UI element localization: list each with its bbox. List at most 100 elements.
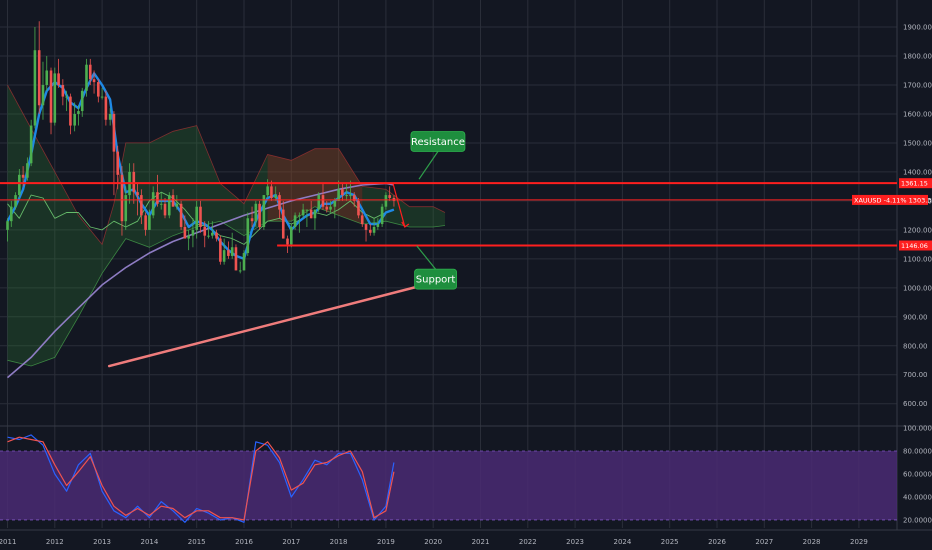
x-tick-label: 2013 [93, 538, 111, 546]
candle-body [73, 113, 76, 126]
candle-body [112, 113, 116, 152]
cloud-fill-bearish [267, 148, 363, 225]
candle-body [29, 125, 33, 164]
y-tick-label: 1100.00 [903, 255, 932, 263]
candle-body [6, 221, 9, 230]
x-tick-label: 2023 [566, 538, 584, 546]
candle-body [195, 206, 198, 230]
candle-body [124, 195, 128, 222]
candle-body [191, 229, 195, 236]
candle-body [167, 195, 171, 216]
candle-body [37, 50, 41, 106]
candle-body [199, 206, 202, 227]
candle-body [349, 195, 352, 197]
candle-body [18, 174, 21, 196]
candle-body [313, 209, 317, 219]
x-tick-label: 2024 [613, 538, 631, 546]
candle-body [234, 247, 238, 271]
candle-body [187, 235, 190, 239]
candle-body [254, 203, 258, 222]
candle-body [88, 64, 92, 80]
candle-body [266, 186, 269, 196]
candle-body [250, 218, 254, 222]
candle-body [298, 215, 301, 217]
forecast-arrow [392, 183, 406, 228]
candle-body [325, 206, 329, 210]
y-tick-label: 700.00 [903, 371, 928, 379]
x-tick-label: 2011 [0, 538, 16, 546]
candle-body [333, 200, 337, 207]
candle-body [329, 206, 332, 210]
candle-body [274, 195, 277, 198]
x-tick-label: 2019 [377, 538, 395, 546]
candle-body [360, 215, 364, 225]
candle-body [151, 192, 155, 216]
candle-body [108, 113, 112, 120]
callout-box [414, 268, 457, 290]
candle-body [207, 235, 210, 237]
forecast-arrow-head [401, 221, 410, 228]
callout-pointer [418, 151, 439, 180]
candle-body [219, 238, 222, 262]
candle-body [345, 195, 348, 197]
callout-box [410, 131, 466, 152]
callout-pointer [416, 245, 437, 270]
y-tick-label: 1800.00 [903, 53, 932, 61]
candle-body [305, 209, 309, 211]
x-tick-label: 2028 [803, 538, 821, 546]
x-tick-label: 2020 [424, 538, 442, 546]
candle-body [215, 232, 218, 239]
candle-body [85, 64, 88, 91]
callout-label: Support [416, 275, 456, 286]
candle-body [372, 226, 376, 233]
candle-body [293, 215, 297, 227]
y-tick-label: 1000.00 [903, 284, 932, 292]
candle-body [148, 215, 151, 230]
candle-body [100, 96, 104, 98]
candle-body [49, 70, 53, 123]
candle-body [33, 50, 37, 126]
candle-body [321, 195, 325, 207]
candle-body [45, 70, 49, 85]
oscillator-tick-label: 80.0000 [903, 447, 932, 455]
x-tick-label: 2029 [850, 538, 868, 546]
candle-body [364, 224, 368, 230]
x-tick-label: 2015 [188, 538, 206, 546]
price-tag-label: 1361.15 [901, 180, 928, 188]
x-tick-label: 2012 [46, 538, 64, 546]
candle-body [301, 209, 305, 216]
x-tick-label: 2027 [755, 538, 773, 546]
candle-body [156, 192, 159, 204]
y-tick-label: 900.00 [903, 313, 928, 321]
candle-body [120, 174, 124, 222]
candle-body [171, 195, 175, 207]
candle-body [341, 189, 344, 196]
oscillator-band [0, 450, 897, 520]
candle-body [144, 215, 147, 230]
y-tick-label: 1700.00 [903, 81, 932, 89]
candle-body [21, 174, 25, 178]
y-tick-label: 1900.00 [903, 24, 932, 32]
candle-body [97, 82, 100, 97]
candle-body [368, 229, 372, 233]
candle-body [270, 186, 273, 198]
candle-body [286, 238, 289, 245]
candle-body [14, 195, 17, 207]
candle-body [388, 195, 391, 198]
candle-body [230, 247, 234, 256]
oscillator-tick-label: 20.0000 [903, 516, 932, 524]
candle-body [203, 226, 207, 236]
candle-body [132, 171, 136, 193]
candle-body [140, 195, 143, 216]
candle-body [159, 203, 163, 205]
oscillator-pane: 20.0000 40.0000 60.0000 80.0000 100.0000 [0, 425, 932, 524]
candle-body [116, 151, 120, 175]
callout-label: Resistance [411, 137, 465, 148]
candle-body [222, 250, 226, 262]
candle-body [258, 203, 261, 227]
candle-body [357, 200, 360, 216]
price-tag-label: 1146.06 [901, 242, 928, 250]
candle-body [163, 203, 167, 216]
candle-body [290, 226, 293, 245]
